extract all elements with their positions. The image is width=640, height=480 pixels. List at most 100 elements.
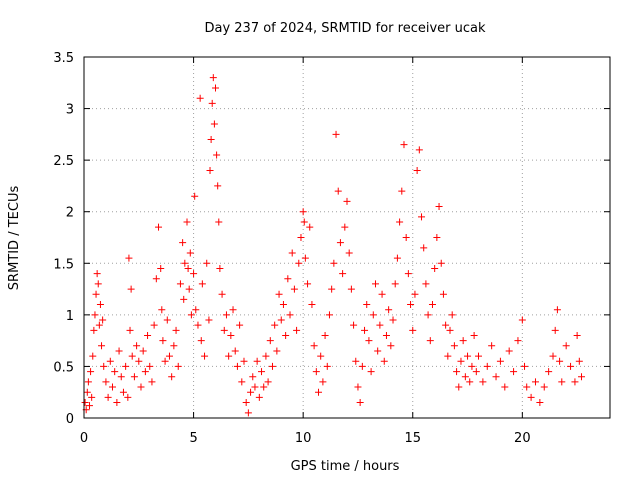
data-point bbox=[413, 166, 421, 174]
data-point bbox=[398, 187, 406, 195]
data-point bbox=[369, 311, 377, 319]
data-point bbox=[85, 402, 93, 410]
data-point bbox=[424, 311, 432, 319]
y-tick-label: 0.5 bbox=[53, 360, 74, 375]
data-point bbox=[475, 352, 482, 360]
data-point bbox=[163, 316, 171, 324]
data-point bbox=[137, 383, 145, 391]
data-point bbox=[81, 399, 89, 407]
data-point bbox=[297, 234, 305, 241]
data-point bbox=[457, 357, 465, 365]
data-point bbox=[94, 280, 102, 288]
data-point bbox=[197, 337, 205, 345]
data-point bbox=[104, 393, 112, 401]
data-point bbox=[415, 146, 423, 154]
data-point bbox=[247, 388, 255, 396]
data-point bbox=[203, 259, 211, 267]
data-point bbox=[124, 393, 132, 401]
data-point bbox=[312, 368, 320, 376]
data-point bbox=[238, 378, 246, 386]
x-tick-label: 20 bbox=[514, 431, 531, 446]
data-point bbox=[393, 254, 401, 262]
data-point bbox=[88, 393, 96, 401]
x-tick-label: 0 bbox=[80, 431, 88, 446]
data-point bbox=[106, 357, 114, 365]
data-point bbox=[470, 331, 478, 339]
data-point bbox=[192, 306, 200, 314]
x-tick-label: 15 bbox=[404, 431, 421, 446]
y-tick-label: 2 bbox=[66, 206, 74, 221]
data-point bbox=[249, 373, 257, 381]
data-point bbox=[201, 352, 209, 360]
data-point bbox=[328, 285, 336, 293]
data-point bbox=[89, 352, 97, 360]
data-point bbox=[444, 352, 452, 360]
data-point bbox=[258, 368, 266, 376]
data-point bbox=[130, 373, 138, 381]
data-point bbox=[350, 321, 358, 329]
data-point bbox=[389, 316, 397, 324]
data-point bbox=[400, 141, 408, 149]
data-point bbox=[90, 326, 98, 334]
data-point bbox=[411, 290, 419, 298]
data-point bbox=[184, 264, 192, 272]
data-point bbox=[479, 378, 487, 386]
data-point bbox=[214, 182, 222, 190]
plot-frame bbox=[83, 56, 611, 419]
data-point bbox=[209, 74, 217, 82]
data-point bbox=[332, 130, 340, 138]
data-point bbox=[492, 373, 500, 381]
chart-title: Day 237 of 2024, SRMTID for receiver uca… bbox=[204, 21, 486, 36]
data-point bbox=[446, 326, 454, 334]
data-point bbox=[418, 213, 426, 221]
data-point bbox=[341, 223, 349, 231]
data-point bbox=[92, 290, 100, 298]
data-point bbox=[168, 373, 176, 381]
data-point bbox=[180, 295, 188, 303]
data-point bbox=[299, 208, 307, 216]
data-point bbox=[575, 357, 583, 365]
data-point bbox=[125, 254, 133, 262]
data-point bbox=[571, 378, 579, 386]
data-point bbox=[361, 326, 369, 334]
data-point bbox=[275, 290, 283, 298]
data-point bbox=[453, 368, 461, 376]
y-tick-label: 3.5 bbox=[53, 51, 74, 66]
data-point bbox=[98, 342, 106, 350]
data-point bbox=[157, 264, 165, 272]
data-point bbox=[510, 368, 518, 376]
data-point bbox=[102, 378, 110, 386]
data-point bbox=[190, 270, 198, 278]
data-point bbox=[255, 393, 263, 401]
data-point bbox=[96, 301, 104, 309]
data-point bbox=[268, 362, 276, 370]
data-point bbox=[308, 301, 316, 309]
data-point bbox=[83, 388, 91, 396]
data-point bbox=[301, 254, 309, 262]
data-point bbox=[196, 94, 204, 102]
data-point bbox=[185, 285, 193, 293]
data-point bbox=[505, 347, 513, 355]
data-point bbox=[461, 373, 469, 381]
data-point bbox=[343, 197, 351, 205]
data-point bbox=[396, 218, 404, 226]
data-point bbox=[251, 383, 259, 391]
data-point bbox=[442, 321, 450, 329]
data-point bbox=[244, 409, 252, 417]
data-point bbox=[225, 352, 233, 360]
data-point bbox=[229, 306, 237, 314]
y-tick-label: 0 bbox=[66, 412, 74, 427]
data-point bbox=[115, 347, 123, 355]
data-point bbox=[466, 378, 474, 386]
data-point bbox=[172, 326, 180, 334]
data-point bbox=[549, 352, 557, 360]
data-point bbox=[198, 280, 206, 288]
data-point bbox=[236, 321, 244, 329]
data-point bbox=[161, 357, 169, 365]
data-point bbox=[339, 270, 347, 278]
data-point bbox=[139, 347, 147, 355]
data-point bbox=[205, 316, 213, 324]
data-point bbox=[521, 362, 529, 370]
data-point bbox=[128, 352, 136, 360]
